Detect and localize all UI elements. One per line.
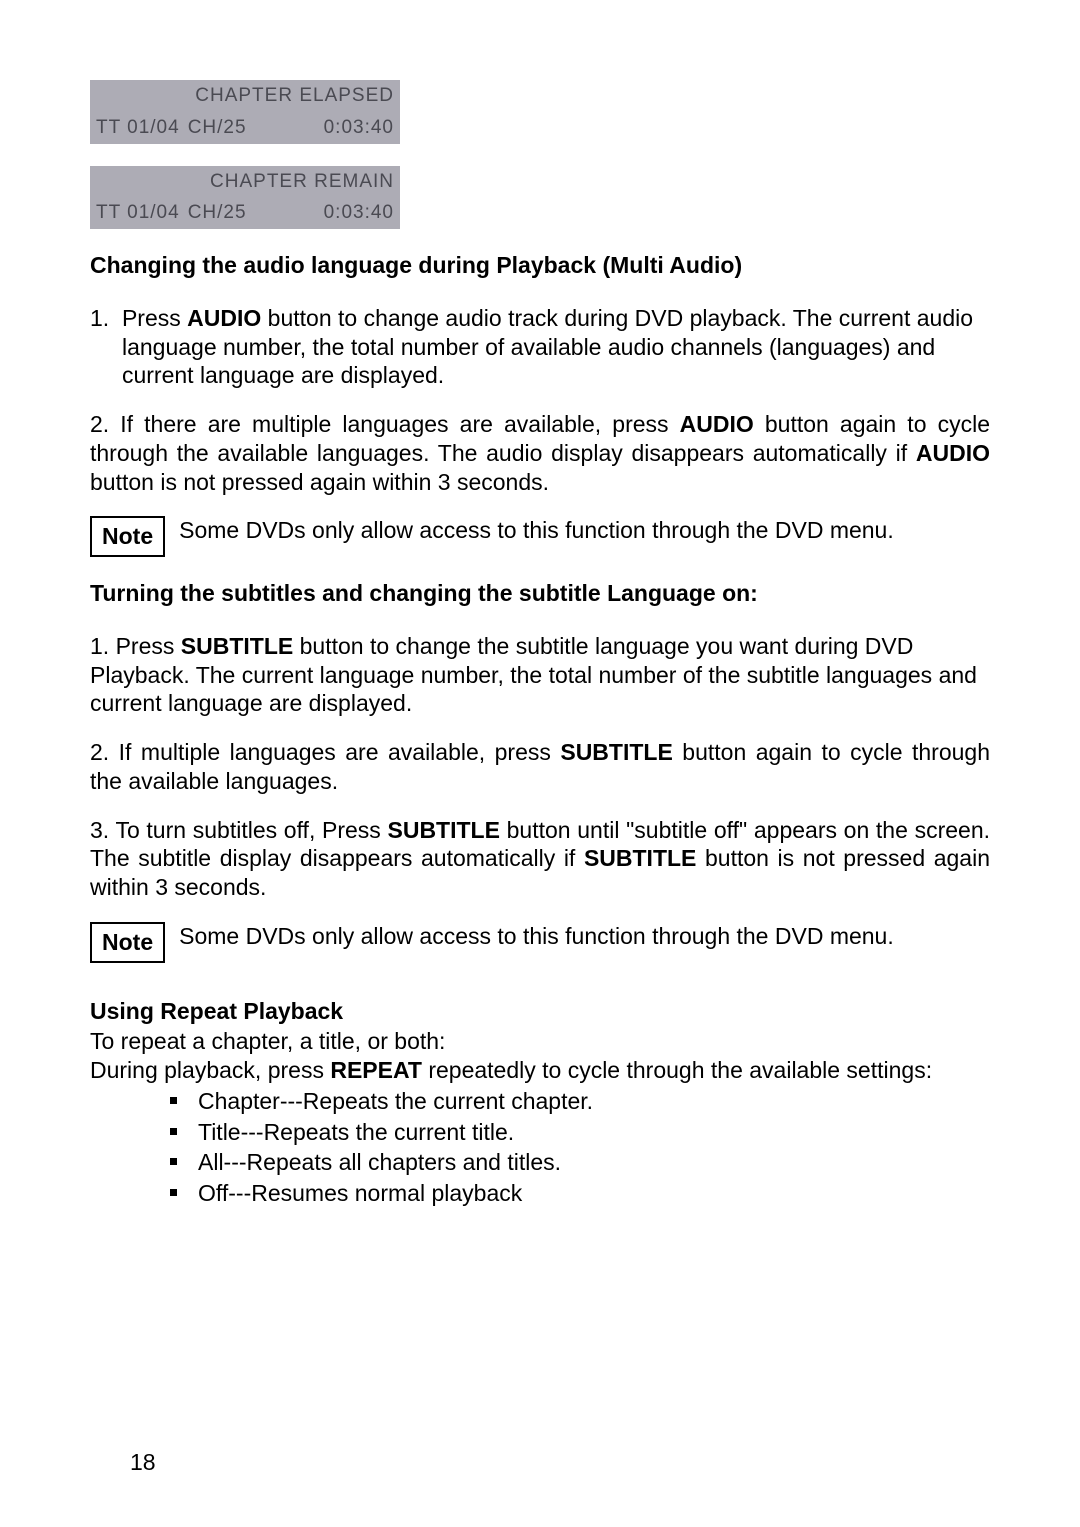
display-label: CHAPTER ELAPSED <box>195 84 394 108</box>
display-label: CHAPTER REMAIN <box>210 170 394 194</box>
audio-button-label: AUDIO <box>680 411 754 437</box>
subtitle-button-label: SUBTITLE <box>181 633 293 659</box>
note-text: Some DVDs only allow access to this func… <box>179 922 990 951</box>
display-label-row: CHAPTER ELAPSED <box>90 80 400 112</box>
repeat-intro-2: During playback, press REPEAT repeatedly… <box>90 1056 990 1085</box>
note-label-box: Note <box>90 922 165 963</box>
para-subtitle-1: 1. Press SUBTITLE button to change the s… <box>90 632 990 718</box>
subtitle-button-label: SUBTITLE <box>560 739 672 765</box>
list-marker: 1. <box>90 304 122 390</box>
text-span: 2. If there are multiple languages are a… <box>90 411 680 437</box>
display-label-row: CHAPTER REMAIN <box>90 166 400 198</box>
para-audio-1: 1. Press AUDIO button to change audio tr… <box>90 304 990 390</box>
para-audio-2: 2. If there are multiple languages are a… <box>90 410 990 496</box>
subtitle-button-label: SUBTITLE <box>584 845 696 871</box>
heading-repeat: Using Repeat Playback <box>90 997 990 1026</box>
note-label-box: Note <box>90 516 165 557</box>
repeat-intro-1: To repeat a chapter, a title, or both: <box>90 1027 990 1056</box>
list-item: All---Repeats all chapters and titles. <box>170 1148 990 1177</box>
audio-button-label: AUDIO <box>187 305 261 331</box>
heading-audio-language: Changing the audio language during Playb… <box>90 251 990 280</box>
heading-subtitles: Turning the subtitles and changing the s… <box>90 579 990 608</box>
text-span: repeatedly to cycle through the availabl… <box>422 1057 932 1083</box>
subtitle-button-label: SUBTITLE <box>388 817 500 843</box>
repeat-options-list: Chapter---Repeats the current chapter. T… <box>90 1087 990 1208</box>
display-ch: CH/25 <box>188 116 247 140</box>
display-time: 0:03:40 <box>324 116 394 140</box>
display-time: 0:03:40 <box>324 201 394 225</box>
list-item: Title---Repeats the current title. <box>170 1118 990 1147</box>
display-ch: CH/25 <box>188 201 247 225</box>
text-span: 1. Press <box>90 633 181 659</box>
display-data-row: TT 01/04 CH/25 0:03:40 <box>90 112 400 144</box>
list-body: Press AUDIO button to change audio track… <box>122 304 990 390</box>
chapter-remain-display: CHAPTER REMAIN TT 01/04 CH/25 0:03:40 <box>90 166 400 230</box>
repeat-button-label: REPEAT <box>330 1057 422 1083</box>
list-item: Chapter---Repeats the current chapter. <box>170 1087 990 1116</box>
text-span: Press <box>122 305 187 331</box>
text-span: 2. If multiple languages are available, … <box>90 739 560 765</box>
note-subtitle: Note Some DVDs only allow access to this… <box>90 922 990 963</box>
para-subtitle-3: 3. To turn subtitles off, Press SUBTITLE… <box>90 816 990 902</box>
chapter-elapsed-display: CHAPTER ELAPSED TT 01/04 CH/25 0:03:40 <box>90 80 400 144</box>
display-tt: TT 01/04 <box>96 116 180 140</box>
note-audio: Note Some DVDs only allow access to this… <box>90 516 990 557</box>
para-subtitle-2: 2. If multiple languages are available, … <box>90 738 990 796</box>
list-item: Off---Resumes normal playback <box>170 1179 990 1208</box>
audio-button-label: AUDIO <box>916 440 990 466</box>
text-span: 3. To turn subtitles off, Press <box>90 817 388 843</box>
page-number: 18 <box>130 1448 156 1477</box>
display-data-row: TT 01/04 CH/25 0:03:40 <box>90 197 400 229</box>
display-tt: TT 01/04 <box>96 201 180 225</box>
text-span: During playback, press <box>90 1057 330 1083</box>
note-text: Some DVDs only allow access to this func… <box>179 516 990 545</box>
text-span: button is not pressed again within 3 sec… <box>90 469 549 495</box>
